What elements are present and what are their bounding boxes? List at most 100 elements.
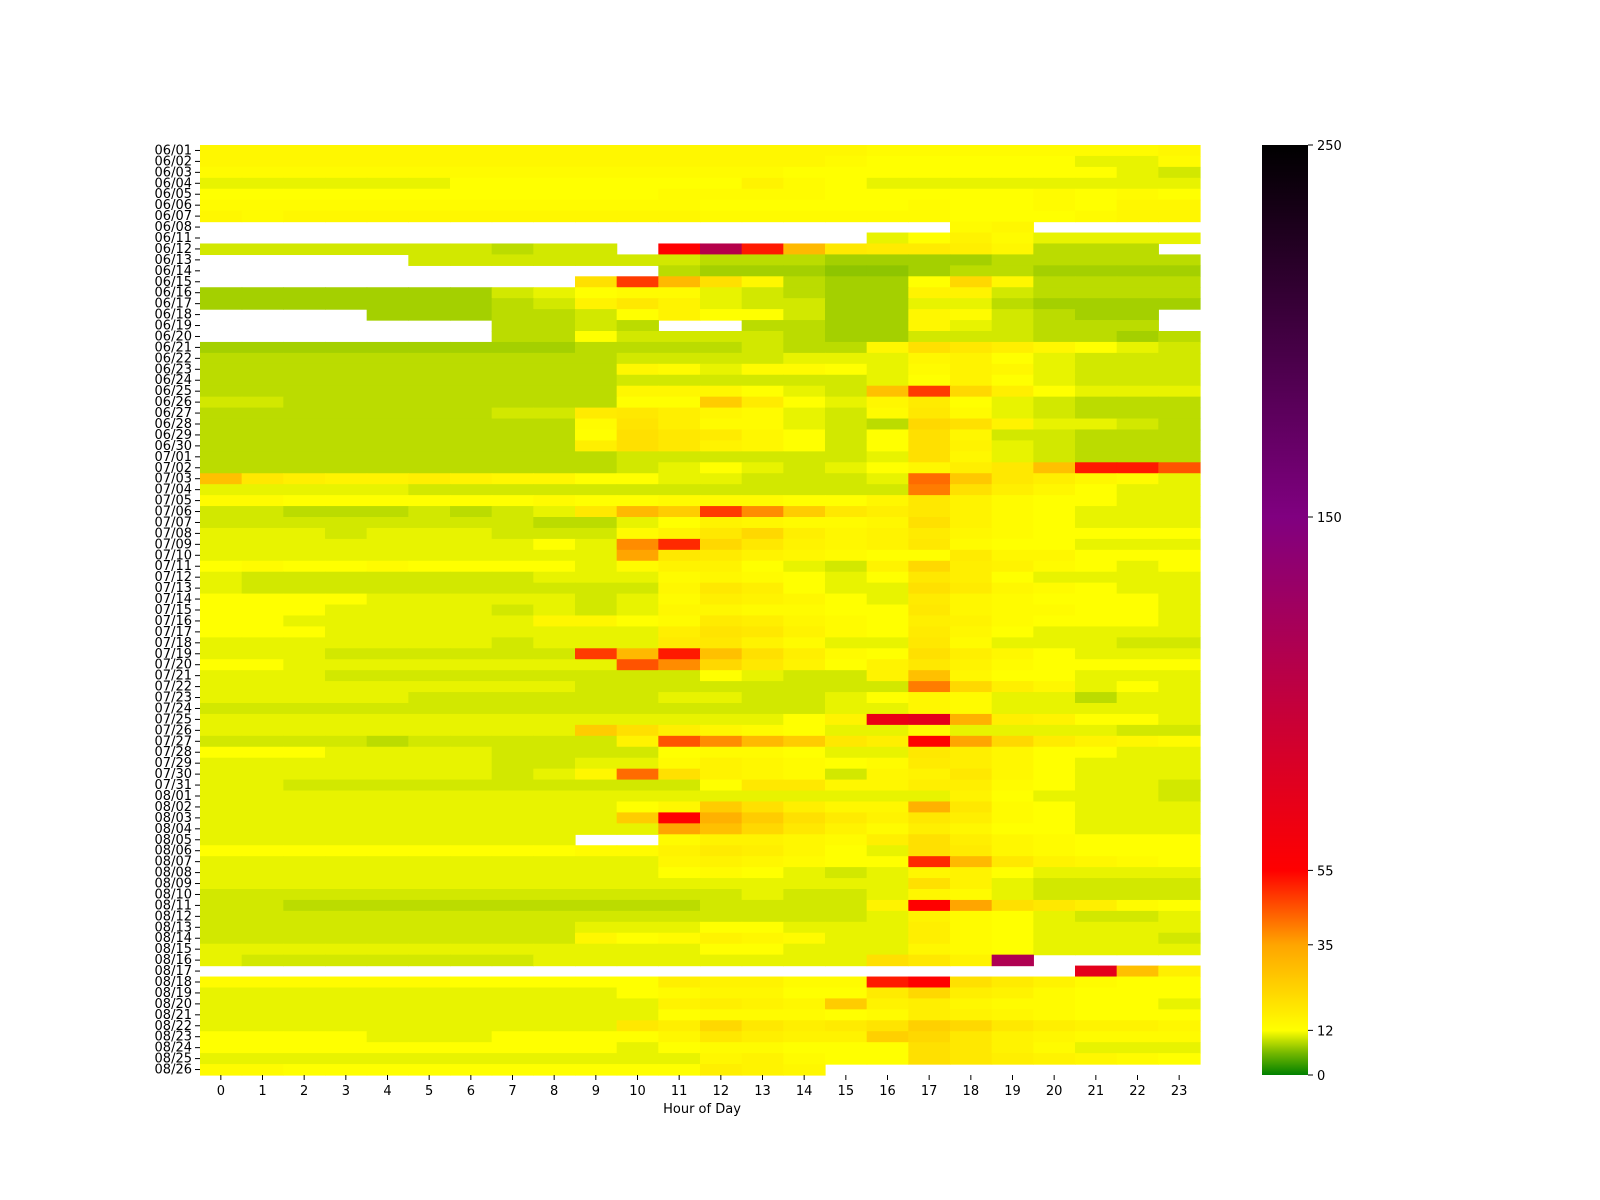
heatmap-cell bbox=[866, 932, 909, 945]
heatmap-cell bbox=[533, 954, 576, 967]
heatmap-cell bbox=[908, 276, 951, 288]
heatmap-cell bbox=[533, 637, 576, 649]
heatmap-cell bbox=[1075, 177, 1118, 190]
heatmap-cell bbox=[200, 429, 243, 442]
heatmap-cell bbox=[1116, 856, 1159, 868]
heatmap-cell bbox=[1033, 1031, 1076, 1043]
heatmap-cell bbox=[991, 462, 1034, 474]
heatmap-cell bbox=[450, 571, 493, 584]
heatmap-cell bbox=[283, 812, 326, 824]
x-tick-label: 9 bbox=[592, 1084, 600, 1099]
heatmap-cell bbox=[741, 517, 784, 529]
heatmap-cell bbox=[491, 451, 534, 463]
heatmap-cell bbox=[200, 1020, 243, 1032]
heatmap-cell bbox=[325, 910, 368, 923]
heatmap-cell bbox=[283, 593, 326, 606]
heatmap-cell bbox=[825, 713, 868, 726]
heatmap-cell bbox=[700, 681, 743, 693]
heatmap-cell bbox=[200, 298, 243, 310]
heatmap-cell bbox=[866, 724, 909, 737]
colorbar-tick-label: 55 bbox=[1317, 864, 1334, 879]
heatmap-cell bbox=[1075, 243, 1118, 256]
heatmap-cell bbox=[658, 954, 701, 967]
heatmap-cell bbox=[950, 484, 993, 496]
heatmap-cell bbox=[616, 976, 659, 989]
heatmap-cell bbox=[200, 921, 243, 934]
heatmap-cell bbox=[1158, 462, 1201, 474]
heatmap-cell bbox=[283, 746, 326, 759]
heatmap-cell bbox=[533, 341, 576, 354]
heatmap-cell bbox=[950, 320, 993, 332]
heatmap-cell bbox=[700, 429, 743, 442]
heatmap-cell bbox=[408, 768, 451, 781]
x-tick-label: 17 bbox=[921, 1084, 938, 1099]
heatmap-cell bbox=[991, 221, 1034, 234]
heatmap-cell bbox=[575, 418, 618, 431]
heatmap-cell bbox=[741, 243, 784, 256]
heatmap-cell bbox=[1075, 320, 1118, 332]
heatmap-cell bbox=[533, 462, 576, 474]
heatmap-cell bbox=[1158, 210, 1201, 223]
heatmap-cell bbox=[283, 856, 326, 868]
heatmap-cell bbox=[700, 1009, 743, 1021]
heatmap-cell bbox=[700, 495, 743, 507]
heatmap-cell bbox=[741, 407, 784, 420]
heatmap-cell bbox=[200, 878, 243, 890]
heatmap-cell bbox=[658, 265, 701, 277]
heatmap-cell bbox=[325, 571, 368, 584]
heatmap-cell bbox=[575, 407, 618, 420]
heatmap-cell bbox=[991, 856, 1034, 868]
heatmap-cell bbox=[825, 571, 868, 584]
heatmap-cell bbox=[616, 276, 659, 288]
heatmap-cell bbox=[616, 954, 659, 967]
heatmap-cell bbox=[825, 177, 868, 190]
heatmap-cell bbox=[325, 538, 368, 551]
heatmap-cell bbox=[575, 998, 618, 1010]
y-tick-label: 07/25 bbox=[155, 712, 192, 727]
heatmap-cell bbox=[1158, 429, 1201, 442]
heatmap-cell bbox=[283, 560, 326, 573]
heatmap-cell bbox=[575, 659, 618, 671]
heatmap-cell bbox=[408, 921, 451, 934]
heatmap-cell bbox=[283, 768, 326, 781]
heatmap-cell bbox=[658, 889, 701, 901]
heatmap-cell bbox=[575, 790, 618, 803]
heatmap-cell bbox=[1116, 429, 1159, 442]
heatmap-cell bbox=[1033, 407, 1076, 420]
heatmap-cell bbox=[575, 648, 618, 660]
heatmap-cell bbox=[783, 1053, 826, 1065]
heatmap-cell bbox=[950, 210, 993, 223]
y-tick-label: 08/14 bbox=[155, 931, 192, 946]
heatmap-cell bbox=[1033, 440, 1076, 452]
heatmap-cell bbox=[366, 309, 409, 321]
heatmap-cell bbox=[1158, 352, 1201, 365]
heatmap-cell bbox=[450, 440, 493, 452]
heatmap-cell bbox=[866, 593, 909, 606]
heatmap-cell bbox=[783, 582, 826, 595]
heatmap-cell bbox=[950, 768, 993, 781]
heatmap-cell bbox=[783, 779, 826, 792]
heatmap-cell bbox=[616, 582, 659, 595]
heatmap-cell bbox=[200, 1064, 243, 1076]
heatmap-cell bbox=[991, 921, 1034, 934]
heatmap-cell bbox=[866, 177, 909, 190]
heatmap-cell bbox=[450, 309, 493, 321]
heatmap-cell bbox=[491, 407, 534, 420]
heatmap-cell bbox=[283, 462, 326, 474]
heatmap-cell bbox=[1075, 582, 1118, 595]
heatmap-cell bbox=[491, 692, 534, 704]
heatmap-cell bbox=[491, 943, 534, 956]
heatmap-cell bbox=[283, 1020, 326, 1032]
heatmap-cell bbox=[616, 495, 659, 507]
heatmap-cell bbox=[325, 396, 368, 409]
heatmap-cell bbox=[866, 582, 909, 595]
heatmap-cell bbox=[325, 845, 368, 857]
heatmap-cell bbox=[241, 352, 284, 365]
heatmap-cell bbox=[408, 517, 451, 529]
heatmap-cell bbox=[991, 998, 1034, 1010]
heatmap-cell bbox=[1075, 265, 1118, 277]
heatmap-cell bbox=[1033, 473, 1076, 485]
y-tick-label: 06/11 bbox=[155, 231, 192, 246]
heatmap-cell bbox=[325, 527, 368, 540]
x-axis-label: Hour of Day bbox=[663, 1102, 741, 1117]
